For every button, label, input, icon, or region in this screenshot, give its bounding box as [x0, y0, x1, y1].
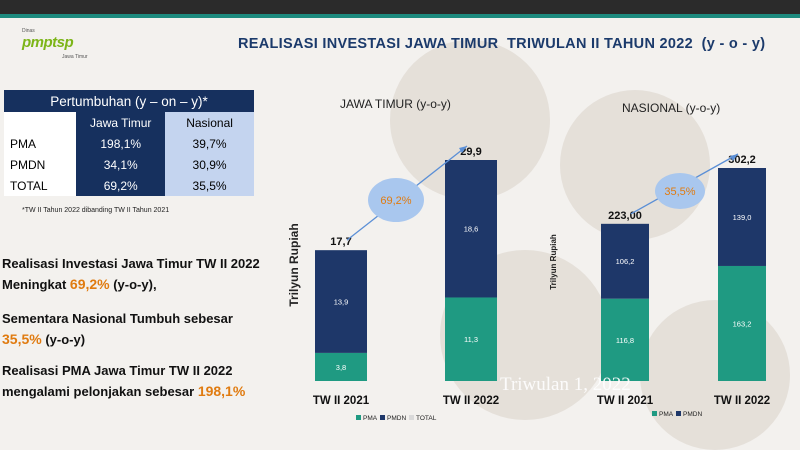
bullet-line: Meningkat 69,2% (y-o-y), [2, 274, 260, 295]
row-nasional-value: 35,5% [165, 175, 254, 196]
bar-pma [445, 297, 497, 381]
growth-label: 35,5% [664, 186, 695, 198]
bullet-line: Realisasi Investasi Jawa Timur TW II 202… [2, 256, 260, 271]
growth-arrow-head [459, 146, 467, 153]
logo: Dinas pmptsp Jawa Timur [22, 28, 88, 60]
legend-swatch [356, 415, 361, 420]
bullet-nasional: Sementara Nasional Tumbuh sebesar 35,5% … [2, 308, 233, 350]
bullet-text: Meningkat [2, 277, 70, 292]
chart-title: JAWA TIMUR (y-o-y) [340, 97, 451, 111]
legend-label: PMA [363, 415, 378, 422]
table-row: TOTAL 69,2% 35,5% [4, 175, 254, 196]
growth-bubble [655, 173, 705, 209]
page-title: REALISASI INVESTASI JAWA TIMUR TRIWULAN … [238, 36, 766, 52]
legend-label: PMDN [387, 415, 406, 422]
row-label: TOTAL [4, 175, 77, 196]
background-shape [560, 90, 710, 240]
y-axis-label: Trilyun Rupiah [549, 234, 558, 290]
table-footnote: *TW II Tahun 2022 dibanding TW II Tahun … [22, 207, 170, 214]
legend-label: TOTAL [416, 415, 437, 422]
row-label: PMDN [4, 154, 77, 175]
top-stripe [0, 14, 800, 18]
data-label-pma: 163,2 [733, 319, 752, 328]
top-bar [0, 0, 800, 14]
total-label: 29,9 [460, 146, 481, 158]
growth-table-col-jawa-timur: Jawa Timur [76, 112, 166, 133]
data-label-pma: 11,3 [464, 335, 478, 344]
x-tick-label: TW II 2021 [597, 395, 654, 407]
bullet-text: mengalami pelonjakan sebesar [2, 384, 198, 399]
growth-arrow-head [730, 154, 738, 161]
growth-table-col-nasional: Nasional [165, 112, 254, 133]
growth-table-col-blank [4, 112, 77, 133]
total-label: 223,00 [608, 210, 642, 222]
logo-sub-text: Jawa Timur [62, 54, 88, 60]
data-label-pmdn: 139,0 [733, 213, 752, 222]
x-tick-label: TW II 2021 [313, 395, 370, 407]
logo-small-text: Dinas [22, 28, 35, 34]
bullet-highlight: 35,5% [2, 331, 42, 347]
row-jawa-timur-value: 34,1% [76, 154, 166, 175]
legend-swatch [409, 415, 414, 420]
bar-pmdn [445, 160, 497, 298]
data-label-pmdn: 106,2 [616, 257, 635, 266]
total-label: 17,7 [330, 236, 351, 248]
data-label-pmdn: 13,9 [334, 298, 349, 307]
bar-pma [601, 298, 649, 381]
logo-main-text: pmptsp [22, 34, 74, 51]
x-tick-label: TW II 2022 [443, 395, 499, 407]
bullet-line: Sementara Nasional Tumbuh sebesar [2, 311, 233, 326]
bar-pma [315, 352, 367, 381]
legend-label: PMDN [683, 411, 702, 418]
bullet-text: (y-o-y) [41, 332, 86, 347]
bullet-line: 35,5% (y-o-y) [2, 329, 233, 350]
row-jawa-timur-value: 69,2% [76, 175, 166, 196]
growth-bubble [368, 178, 424, 222]
legend-label: PMA [659, 411, 674, 418]
legend-swatch [676, 411, 681, 416]
data-label-pma: 116,8 [616, 336, 634, 345]
bullet-text: (y-o-y), [109, 277, 157, 292]
row-nasional-value: 39,7% [165, 133, 254, 154]
chart-title: NASIONAL (y-o-y) [622, 101, 720, 115]
growth-table: Pertumbuhan (y – on – y)* Jawa Timur Nas… [4, 90, 254, 196]
bar-pma [718, 265, 766, 381]
x-tick-label: TW II 2022 [714, 395, 770, 407]
growth-label: 69,2% [380, 195, 411, 207]
bullet-line: mengalami pelonjakan sebesar 198,1% [2, 381, 245, 402]
data-label-pmdn: 18,6 [464, 225, 479, 234]
table-row: PMA 198,1% 39,7% [4, 133, 254, 154]
y-axis-label: Trilyun Rupiah [287, 223, 301, 306]
legend-swatch [380, 415, 385, 420]
bar-pmdn [718, 168, 766, 266]
table-row: PMDN 34,1% 30,9% [4, 154, 254, 175]
bullet-investasi: Realisasi Investasi Jawa Timur TW II 202… [2, 253, 260, 295]
row-label: PMA [4, 133, 77, 154]
row-jawa-timur-value: 198,1% [76, 133, 166, 154]
bullet-pma: Realisasi PMA Jawa Timur TW II 2022 meng… [2, 360, 245, 402]
bullet-highlight: 198,1% [197, 383, 246, 399]
bullet-highlight: 69,2% [69, 276, 110, 292]
watermark-text: Triwulan 1, 2022 [500, 374, 631, 395]
data-label-pma: 3,8 [336, 363, 346, 372]
row-nasional-value: 30,9% [165, 154, 254, 175]
legend-swatch [652, 411, 657, 416]
bar-pmdn [315, 250, 367, 353]
growth-table-header: Pertumbuhan (y – on – y)* [4, 90, 254, 112]
bullet-line: Realisasi PMA Jawa Timur TW II 2022 [2, 363, 233, 378]
bar-pmdn [601, 223, 649, 299]
